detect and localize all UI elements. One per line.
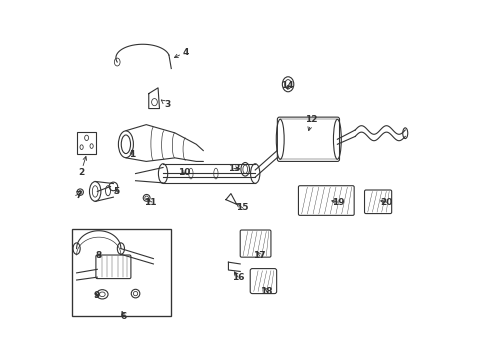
Bar [72, 229, 170, 316]
Text: 16: 16 [231, 272, 244, 282]
FancyBboxPatch shape [364, 190, 391, 213]
Text: 13: 13 [227, 164, 240, 173]
Text: 7: 7 [75, 190, 81, 199]
Text: 10: 10 [178, 168, 190, 177]
Text: 1: 1 [128, 150, 135, 159]
Text: 18: 18 [260, 287, 272, 296]
Text: 3: 3 [161, 100, 170, 109]
Text: 8: 8 [96, 251, 102, 260]
Text: 12: 12 [305, 116, 317, 131]
Text: 2: 2 [78, 157, 86, 177]
FancyBboxPatch shape [250, 269, 276, 294]
Text: 4: 4 [174, 48, 188, 58]
Text: 15: 15 [236, 203, 248, 212]
FancyBboxPatch shape [277, 117, 339, 161]
Text: 6: 6 [121, 311, 126, 321]
Text: 14: 14 [281, 81, 293, 90]
FancyBboxPatch shape [77, 132, 96, 154]
Text: 5: 5 [113, 187, 120, 196]
FancyBboxPatch shape [298, 186, 353, 215]
Text: 9: 9 [93, 291, 99, 300]
FancyBboxPatch shape [240, 230, 270, 257]
Text: 11: 11 [143, 198, 156, 207]
Text: 20: 20 [380, 198, 392, 207]
Text: 19: 19 [331, 198, 344, 207]
Text: 17: 17 [253, 251, 265, 260]
